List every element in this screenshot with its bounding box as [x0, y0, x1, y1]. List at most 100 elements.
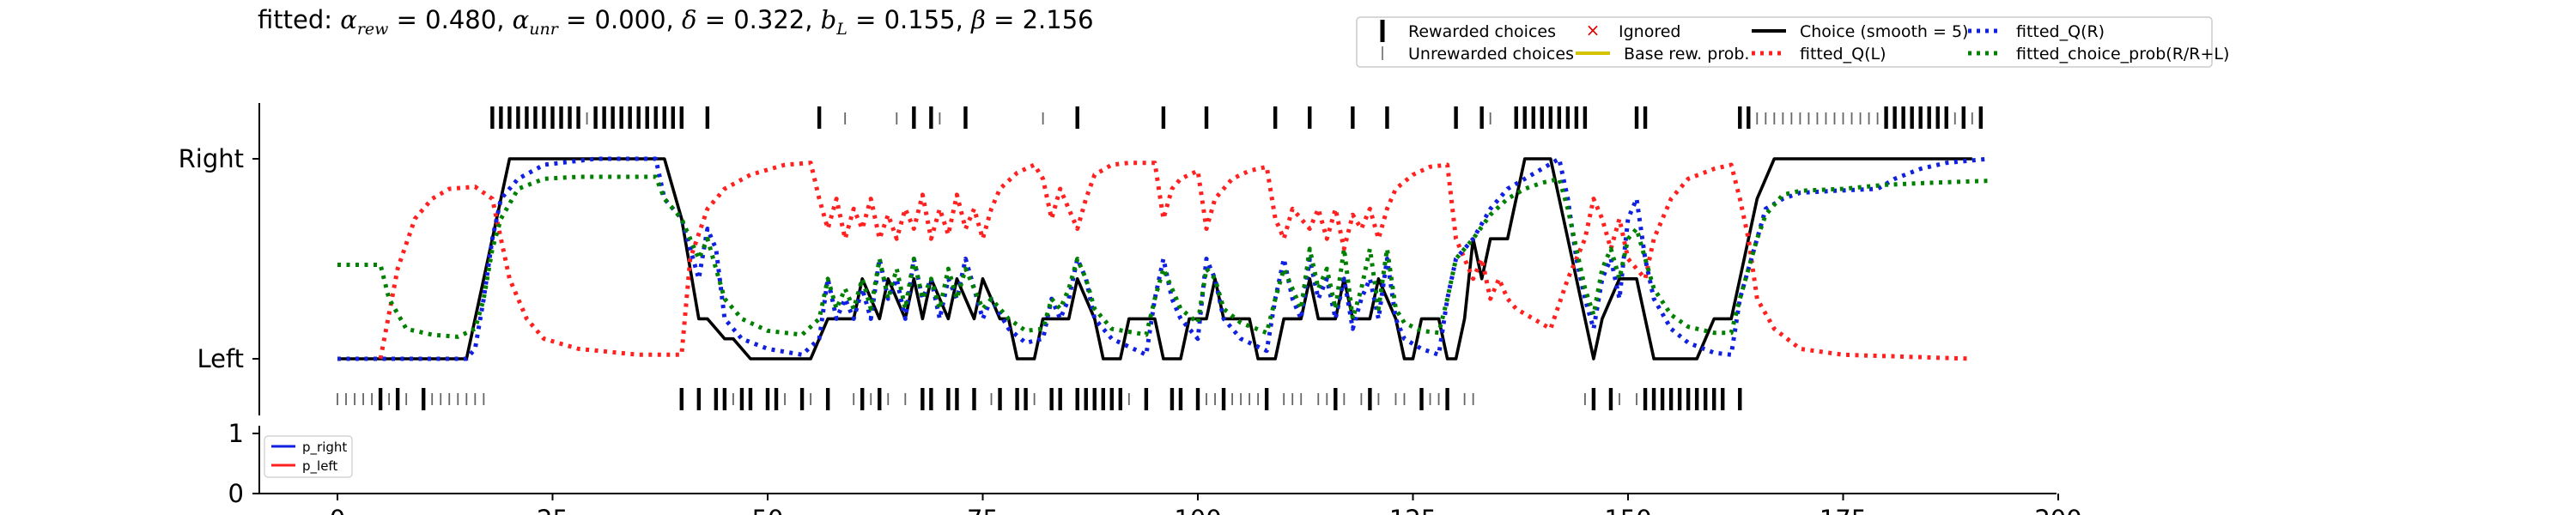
- legend-label: Rewarded choices: [1408, 22, 1556, 41]
- title-prefix: fitted:: [258, 5, 333, 34]
- rewarded-left-tick: [1368, 388, 1372, 410]
- rewarded-left-tick: [1703, 388, 1708, 410]
- rewarded-right-tick: [1454, 106, 1458, 129]
- unrewarded-left-tick: [853, 393, 855, 405]
- unrewarded-left-tick: [448, 393, 451, 405]
- unrewarded-right-tick: [1850, 112, 1853, 124]
- legend-item-choice-smooth-5: Choice (smooth = 5): [1752, 22, 1968, 41]
- delta-value: = 0.322,: [704, 5, 813, 34]
- rewarded-right-tick: [1385, 106, 1389, 129]
- unrewarded-right-tick: [844, 112, 847, 124]
- choice-raster: [337, 106, 1984, 410]
- main-legend: Rewarded choices Unrewarded choices × Ignor…: [1356, 16, 2229, 68]
- unrewarded-left-tick: [1206, 393, 1207, 405]
- series-fitted-q-l: [378, 161, 1972, 361]
- rewarded-left-tick: [946, 388, 951, 410]
- rewarded-right-tick: [559, 106, 563, 129]
- rewarded-left-tick: [1101, 388, 1105, 410]
- unrewarded-left-tick: [337, 393, 338, 405]
- unrewarded-left-tick: [1584, 393, 1586, 405]
- rewarded-left-tick: [774, 388, 779, 410]
- unrewarded-right-tick: [1868, 112, 1870, 124]
- unrewarded-left-tick: [887, 393, 890, 405]
- rewarded-right-tick: [929, 106, 933, 129]
- rewarded-right-tick: [1075, 106, 1079, 129]
- series-choice-smooth-5: [337, 157, 1972, 360]
- rewarded-left-tick: [972, 388, 976, 410]
- rewarded-left-tick: [1738, 388, 1742, 410]
- unrewarded-left-tick: [483, 393, 485, 405]
- rewarded-left-tick: [1677, 388, 1682, 410]
- bottom-y-tick-label: 1: [228, 419, 244, 448]
- rewarded-left-tick: [1445, 388, 1449, 410]
- rewarded-left-tick: [714, 388, 719, 410]
- main-y-tick-label: Right: [179, 144, 244, 173]
- unrewarded-left-tick: [1249, 393, 1251, 405]
- unrewarded-left-tick: [371, 393, 373, 405]
- legend-label: Ignored: [1619, 22, 1680, 41]
- unrewarded-right-tick: [1799, 112, 1801, 124]
- unrewarded-left-tick: [990, 393, 993, 405]
- rewarded-right-tick: [662, 106, 666, 129]
- unrewarded-right-tick: [1042, 112, 1044, 124]
- unrewarded-right-tick: [1489, 112, 1492, 124]
- rewarded-left-tick: [748, 388, 753, 410]
- unrewarded-left-tick: [1283, 393, 1285, 405]
- bl-value: = 0.155,: [855, 5, 963, 34]
- rewarded-right-tick: [1893, 106, 1897, 129]
- legend-label: fitted_Q(L): [1800, 45, 1886, 64]
- rewarded-left-tick: [1668, 388, 1674, 410]
- unrewarded-left-tick: [362, 393, 364, 405]
- alpha-rew-symbol: α: [340, 5, 357, 34]
- unrewarded-right-tick: [1876, 112, 1879, 124]
- unrewarded-left-tick: [1636, 393, 1637, 405]
- main-choice-axes: Left Right: [179, 103, 1990, 415]
- rewarded-right-tick: [1961, 106, 1965, 129]
- rewarded-left-tick: [1419, 388, 1424, 410]
- unrewarded-left-tick: [1240, 393, 1242, 405]
- legend-label: Choice (smooth = 5): [1800, 22, 1968, 41]
- rewarded-right-tick: [1351, 106, 1355, 129]
- rewarded-left-tick: [1084, 388, 1088, 410]
- rewarded-right-tick: [568, 106, 572, 129]
- rewarded-left-tick: [998, 388, 1002, 410]
- rewarded-left-tick: [1660, 388, 1665, 410]
- legend-item-unrewarded-choices: Unrewarded choices: [1382, 45, 1574, 64]
- unrewarded-right-tick: [1773, 112, 1776, 124]
- rewarded-right-tick: [1574, 106, 1579, 129]
- unrewarded-left-tick: [405, 393, 408, 405]
- unrewarded-left-tick: [474, 393, 477, 405]
- rewarded-left-tick: [679, 388, 683, 410]
- rewarded-left-tick: [920, 388, 925, 410]
- rewarded-right-tick: [1557, 106, 1562, 129]
- unrewarded-right-tick: [1825, 112, 1827, 124]
- rewarded-left-tick: [1049, 388, 1054, 410]
- bottom-x-tick-label: 150: [1604, 505, 1651, 515]
- unrewarded-left-tick: [440, 393, 442, 405]
- rewarded-right-tick: [611, 106, 615, 129]
- rewarded-left-tick: [929, 388, 933, 410]
- unrewarded-left-tick: [1033, 393, 1036, 405]
- unrewarded-left-tick: [1231, 393, 1233, 405]
- unrewarded-left-tick: [810, 393, 811, 405]
- unrewarded-left-tick: [1403, 393, 1406, 405]
- rewarded-left-tick: [1075, 388, 1079, 410]
- legend-item-ignored: × Ignored: [1586, 20, 1681, 41]
- rewarded-right-tick: [533, 106, 538, 129]
- bottom-legend-item-p-left: p_left: [271, 458, 337, 475]
- rewarded-right-tick: [1479, 106, 1484, 129]
- unrewarded-right-tick: [1842, 112, 1844, 124]
- rewarded-right-tick: [1944, 106, 1948, 129]
- bottom-x-tick-label: 125: [1389, 505, 1437, 515]
- rewarded-right-tick: [705, 106, 710, 129]
- unrewarded-left-tick: [1472, 393, 1474, 405]
- legend-item-rewarded-choices: Rewarded choices: [1380, 20, 1556, 42]
- rewarded-left-tick: [1694, 388, 1699, 410]
- unrewarded-left-tick: [1377, 393, 1380, 405]
- rewarded-left-tick: [799, 388, 805, 410]
- rewarded-right-tick: [1565, 106, 1571, 129]
- rewarded-right-tick: [1161, 106, 1166, 129]
- unrewarded-right-tick: [896, 112, 898, 124]
- beta-symbol: β: [971, 5, 986, 34]
- bottom-x-tick-label: 100: [1174, 505, 1221, 515]
